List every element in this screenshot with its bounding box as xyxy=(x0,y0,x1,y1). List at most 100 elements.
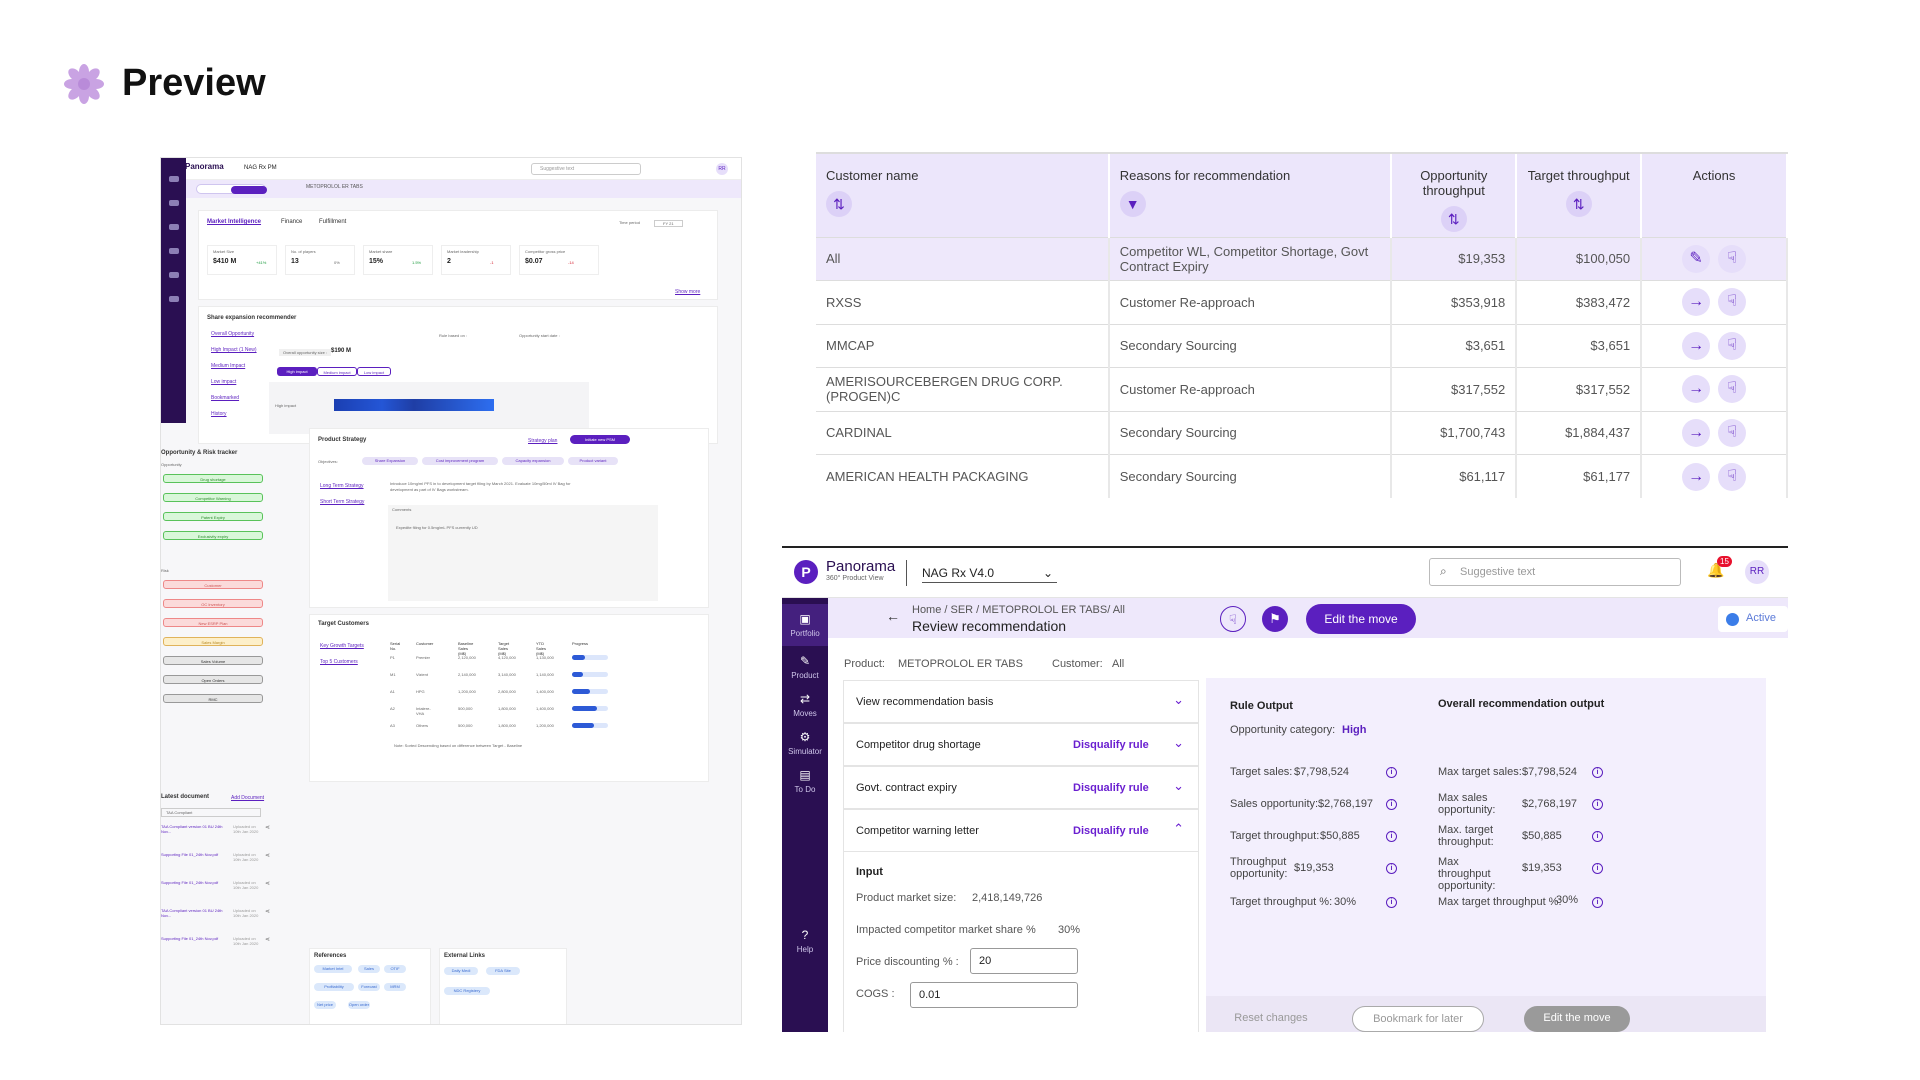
share-menu-item[interactable]: Bookmarked xyxy=(211,395,240,401)
tab-fulfillment[interactable]: Fulfillment xyxy=(319,219,347,225)
nav-help[interactable]: ? Help xyxy=(782,928,828,954)
accordion-recommendation-basis[interactable]: View recommendation basis ⌄ xyxy=(843,680,1199,723)
tab-finance[interactable]: Finance xyxy=(281,219,303,225)
nav-moves[interactable]: ⇄ Moves xyxy=(782,692,828,718)
share-icon[interactable]: ⋖ xyxy=(265,881,271,887)
sort-icon[interactable]: ⇅ xyxy=(1565,191,1592,217)
info-icon[interactable]: i xyxy=(1386,767,1397,778)
info-icon[interactable]: i xyxy=(1592,863,1603,874)
arrow-right-icon[interactable]: → xyxy=(1682,418,1711,447)
edit-move-button[interactable]: Edit the move xyxy=(1306,604,1416,634)
back-arrow-icon[interactable]: ← xyxy=(886,608,900,624)
tab-market-intelligence[interactable]: Market Intelligence xyxy=(207,219,262,225)
disqualify-rule-link[interactable]: Disqualify rule xyxy=(1073,739,1149,751)
arrow-right-icon[interactable]: → xyxy=(1682,288,1711,317)
impact-tab-medium[interactable]: Medium impact xyxy=(317,367,357,376)
target-tab-growth[interactable]: Key Growth Targets xyxy=(320,643,364,649)
objective-chip[interactable]: Capacity expansion xyxy=(502,457,564,465)
thumbs-down-icon[interactable]: ☟ xyxy=(1220,606,1246,632)
table-row[interactable]: RXSS Customer Re-approach $353,918 $383,472… xyxy=(816,280,1788,324)
accordion-contract-expiry[interactable]: Govt. contract expiry Disqualify rule ⌄ xyxy=(843,766,1199,809)
share-menu-item[interactable]: Low impact xyxy=(211,379,237,385)
table-row[interactable]: AMERISOURCEBERGEN DRUG CORP. (PROGEN)C Cu… xyxy=(816,367,1788,411)
cogs-input[interactable]: 0.01 xyxy=(910,982,1078,1008)
add-document-link[interactable]: Add Document xyxy=(231,795,265,801)
edit-icon[interactable]: ✎ xyxy=(1682,244,1711,273)
document-link[interactable]: Supporting File 01_24th Nov.pdf xyxy=(161,936,219,941)
table-row[interactable]: MMCAP Secondary Sourcing $3,651 $3,651 → ☟ xyxy=(816,323,1788,368)
thumbs-down-icon[interactable]: ☟ xyxy=(1718,462,1747,491)
risk-pill[interactable]: Customer xyxy=(163,580,263,589)
avatar[interactable]: RR xyxy=(1745,560,1769,584)
reference-chip[interactable]: Market Intel xyxy=(314,965,352,973)
info-icon[interactable]: i xyxy=(1386,863,1397,874)
opportunity-pill[interactable]: Competitor Warning xyxy=(163,493,263,502)
reference-chip[interactable]: Sales xyxy=(358,965,380,973)
arrow-right-icon[interactable]: → xyxy=(1682,375,1711,404)
reference-chip[interactable]: MRM xyxy=(384,983,406,991)
filter-icon[interactable]: ▼ xyxy=(1119,191,1146,217)
opportunity-pill[interactable]: Patent Expiry xyxy=(163,512,263,521)
arrow-right-icon[interactable]: → xyxy=(1682,462,1711,491)
nav-portfolio[interactable]: ▣ Portfolio xyxy=(782,604,828,646)
objective-chip[interactable]: Cost improvement program xyxy=(422,457,498,465)
doc-filter-select[interactable]: TAA Compliant xyxy=(161,808,261,817)
share-menu-item[interactable]: Overall Opportunity xyxy=(211,331,255,337)
disqualify-rule-link[interactable]: Disqualify rule xyxy=(1073,825,1149,837)
sort-icon[interactable]: ⇅ xyxy=(1440,206,1467,232)
share-icon[interactable]: ⋖ xyxy=(265,909,271,915)
strategy-tab-long[interactable]: Long Term Strategy xyxy=(320,483,364,489)
mini-avatar[interactable]: RR xyxy=(716,163,728,175)
share-menu-item[interactable]: Medium Impact xyxy=(211,363,246,369)
risk-pill[interactable]: New ESRP Plan xyxy=(163,618,263,627)
table-row[interactable]: CARDINAL Secondary Sourcing $1,700,743 $1,8… xyxy=(816,410,1788,455)
risk-pill[interactable]: Sales Volume xyxy=(163,656,263,665)
product-select[interactable]: NAG Rx V4.0 ⌄ xyxy=(922,566,1057,583)
share-icon[interactable]: ⋖ xyxy=(265,853,271,859)
external-link-chip[interactable]: FDA Site xyxy=(486,967,520,975)
share-icon[interactable]: ⋖ xyxy=(265,825,271,831)
info-icon[interactable]: i xyxy=(1592,799,1603,810)
impact-tab-low[interactable]: Low impact xyxy=(357,367,391,376)
opportunity-pill[interactable]: Exclusivity expiry xyxy=(163,531,263,540)
reference-chip[interactable]: Forecast xyxy=(358,983,380,991)
info-icon[interactable]: i xyxy=(1592,767,1603,778)
search-input[interactable]: Suggestive text xyxy=(1429,558,1681,586)
table-row[interactable]: AMERICAN HEALTH PACKAGING Secondary Sourc… xyxy=(816,454,1788,498)
breadcrumb[interactable]: Home / SER / METOPROLOL ER TABS/ All xyxy=(912,604,1125,616)
document-link[interactable]: Supporting File 01_24th Nov.pdf xyxy=(161,880,219,885)
info-icon[interactable]: i xyxy=(1386,831,1397,842)
external-link-chip[interactable]: NDC Registery xyxy=(444,987,490,995)
document-link[interactable]: TAA Compliant version 01 BU 24th Nov... xyxy=(161,824,223,834)
mini-search-input[interactable]: Suggestive text xyxy=(531,163,641,175)
strategy-plan-link[interactable]: Strategy plan xyxy=(528,438,558,444)
share-menu-item[interactable]: High Impact (1 New) xyxy=(211,347,257,353)
risk-pill[interactable]: Sales Margin xyxy=(163,637,263,646)
share-icon[interactable]: ⋖ xyxy=(265,937,271,943)
reference-chip[interactable]: Profitability xyxy=(314,983,354,991)
mini-product-select[interactable]: NAG Rx PM xyxy=(244,165,277,171)
info-icon[interactable]: i xyxy=(1386,897,1397,908)
document-link[interactable]: TAA Compliant version 01 BU 24th Nov... xyxy=(161,908,223,918)
opportunity-pill[interactable]: Drug shortage xyxy=(163,474,263,483)
risk-pill[interactable]: OC Inventory xyxy=(163,599,263,608)
external-link-chip[interactable]: Daily Medi xyxy=(444,967,478,975)
info-icon[interactable]: i xyxy=(1386,799,1397,810)
nav-todo[interactable]: ▤ To Do xyxy=(782,768,828,794)
risk-pill[interactable]: RMC xyxy=(163,694,263,703)
thumbs-down-icon[interactable]: ☟ xyxy=(1718,244,1747,273)
objective-chip[interactable]: Share Expansion xyxy=(362,457,418,465)
impact-tab-high[interactable]: High impact xyxy=(277,367,317,376)
time-period-select[interactable]: FY 21 xyxy=(654,220,683,227)
thumbs-down-icon[interactable]: ☟ xyxy=(1718,288,1747,317)
bookmark-icon[interactable]: ⚑ xyxy=(1262,606,1288,632)
share-menu-item[interactable]: History xyxy=(211,411,227,417)
accordion-warning-letter[interactable]: Competitor warning letter Disqualify rule… xyxy=(843,809,1199,852)
document-link[interactable]: Supporting File 01_24th Nov.pdf xyxy=(161,852,219,857)
edit-move-footer-button[interactable]: Edit the move xyxy=(1524,1006,1630,1032)
disqualify-rule-link[interactable]: Disqualify rule xyxy=(1073,782,1149,794)
show-more-link[interactable]: Show more xyxy=(675,289,701,295)
price-discounting-input[interactable]: 20 xyxy=(970,948,1078,974)
risk-pill[interactable]: Open Orders xyxy=(163,675,263,684)
reset-changes-button[interactable]: Reset changes xyxy=(1234,1012,1308,1024)
